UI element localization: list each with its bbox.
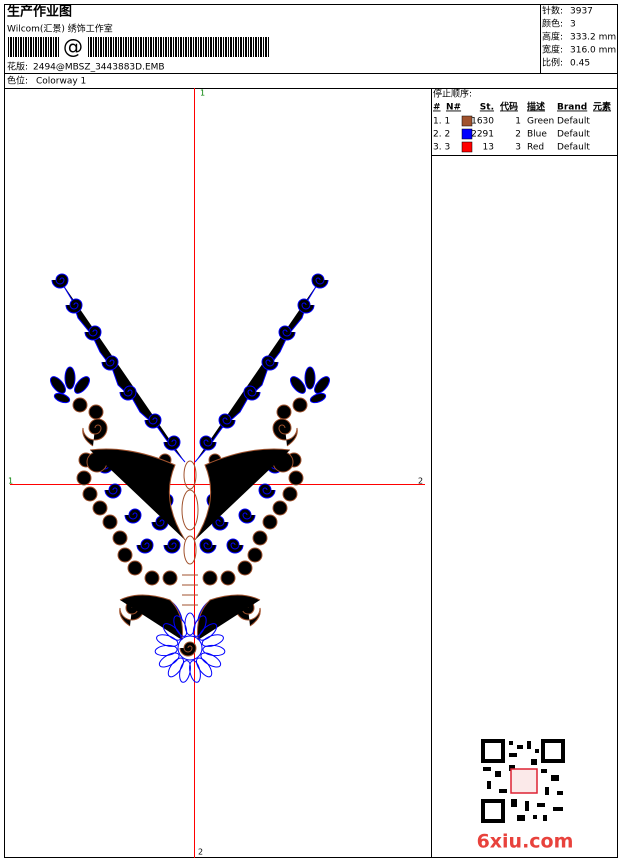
design-label: 花版:: [7, 61, 28, 73]
axis-mark: 2: [418, 477, 423, 486]
qr-code: [481, 739, 565, 823]
design-name: 2494@MBSZ_3443883D.EMB: [33, 63, 165, 73]
row-brand: Default: [557, 130, 590, 140]
watermark: 6xiu.com: [477, 831, 574, 853]
stat-label: 针数:: [542, 5, 563, 17]
row-seq: 3. 3: [433, 143, 450, 153]
row-stitches: 1630: [471, 117, 494, 127]
colorway-label: 色位:: [7, 75, 28, 87]
barcode-text: @: [63, 35, 83, 59]
row-seq: 1. 1: [433, 117, 450, 127]
color-swatch: [461, 128, 473, 140]
row-code: 1: [515, 117, 521, 127]
color-swatch: [461, 115, 473, 127]
stat-label: 颜色:: [542, 18, 563, 30]
axis-mark: 1: [200, 89, 205, 98]
stats: 针数: 3937 颜色: 3 高度: 333.2 mm 宽度: 316.0 mm 比例: 0.45: [542, 5, 616, 69]
row-stitches: 13: [483, 143, 494, 153]
row-code: 3: [515, 143, 521, 153]
column-header: N#: [446, 103, 461, 113]
stat-value: 3: [570, 20, 576, 30]
column-header: 代码: [499, 101, 518, 113]
title: 生产作业图: [7, 4, 72, 20]
page-border: [4, 4, 618, 858]
column-header: #: [433, 103, 441, 113]
row-desc: Green: [527, 117, 554, 127]
table-title: 停止顺序:: [433, 88, 472, 100]
embroidery-design: [48, 274, 333, 683]
row-stitches: 2291: [471, 130, 494, 140]
column-header: Brand: [557, 103, 587, 113]
column-header: St.: [480, 103, 494, 113]
stat-value: 3937: [570, 7, 593, 17]
barcode: [87, 37, 270, 57]
company: Wilcom(汇景) 绣饰工作室: [7, 23, 113, 35]
row-code: 2: [515, 130, 521, 140]
row-brand: Default: [557, 143, 590, 153]
barcode: [7, 37, 59, 57]
colorway: Colorway 1: [36, 77, 86, 87]
stat-label: 比例:: [542, 57, 563, 69]
stat-value: 333.2 mm: [570, 33, 616, 43]
row-desc: Blue: [527, 130, 547, 140]
stat-value: 0.45: [570, 59, 590, 69]
row-seq: 2. 2: [433, 130, 450, 140]
column-header: 描述: [527, 101, 545, 113]
column-header: 元素: [593, 101, 611, 113]
stat-label: 宽度:: [542, 44, 563, 56]
stop-table: # N# St. 代码 描述 Brand 元素1. 1 1630 1 Green Default2.…: [433, 101, 611, 153]
color-swatch: [461, 141, 473, 153]
row-desc: Red: [527, 143, 544, 153]
axis-mark: 2: [198, 848, 203, 857]
axis-mark: 1: [8, 477, 13, 486]
stat-value: 316.0 mm: [570, 46, 616, 56]
stat-label: 高度:: [542, 31, 563, 43]
row-brand: Default: [557, 117, 590, 127]
